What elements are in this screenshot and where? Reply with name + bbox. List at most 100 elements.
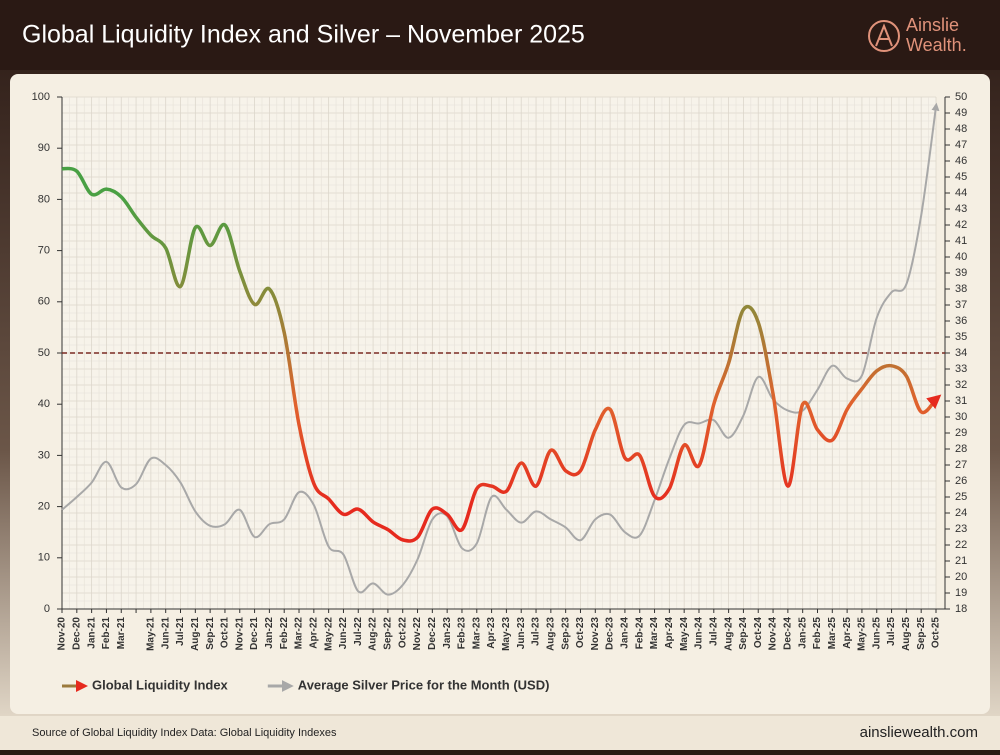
y2-tick-label: 28 <box>955 443 967 455</box>
source: Source of Global Liquidity Index Data: G… <box>32 727 337 739</box>
y2-tick-label: 20 <box>955 571 967 583</box>
x-tick-label: Jul-23 <box>531 617 542 646</box>
legend-label: Global Liquidity Index <box>92 677 229 692</box>
y2-tick-label: 30 <box>955 411 967 423</box>
y2-tick-label: 47 <box>955 139 967 151</box>
y-tick-label: 0 <box>44 603 50 615</box>
x-tick-label: Nov-22 <box>412 617 423 651</box>
x-tick-label: Aug-21 <box>190 617 201 651</box>
title: Global Liquidity Index and Silver – Nove… <box>22 21 585 49</box>
x-tick-label: May-23 <box>501 617 512 651</box>
logo-icon <box>868 20 900 52</box>
x-tick-label: May-25 <box>857 617 868 651</box>
x-tick-label: Jan-24 <box>620 617 631 649</box>
y2-tick-label: 23 <box>955 523 967 535</box>
x-tick-label: Aug-23 <box>545 617 556 651</box>
x-tick-label: Jul-25 <box>886 617 897 646</box>
x-tick-label: Aug-24 <box>723 617 734 651</box>
y2-tick-label: 34 <box>955 347 967 359</box>
y2-tick-label: 49 <box>955 107 967 119</box>
y2-tick-label: 48 <box>955 123 967 135</box>
x-tick-label: Feb-21 <box>101 617 112 650</box>
y2-tick-label: 35 <box>955 331 967 343</box>
x-tick-label: May-24 <box>679 617 690 651</box>
footer <box>0 716 1000 750</box>
y-tick-label: 20 <box>38 501 50 513</box>
y-tick-label: 10 <box>38 552 50 564</box>
x-tick-label: Jun-23 <box>516 617 527 650</box>
y2-tick-label: 39 <box>955 267 967 279</box>
x-tick-label: Jun-24 <box>694 617 705 650</box>
x-tick-label: Aug-25 <box>901 617 912 651</box>
x-tick-label: Jul-21 <box>175 617 186 646</box>
x-tick-label: Apr-22 <box>308 617 319 649</box>
x-tick-label: Sep-22 <box>383 617 394 650</box>
x-tick-label: Mar-23 <box>471 617 482 650</box>
y2-tick-label: 32 <box>955 379 967 391</box>
x-tick-label: Apr-23 <box>486 617 497 649</box>
brand: Ainslie <box>906 15 959 35</box>
y2-tick-label: 44 <box>955 187 967 199</box>
y2-tick-label: 43 <box>955 203 967 215</box>
y2-tick-label: 33 <box>955 363 967 375</box>
x-tick-label: Jan-21 <box>86 617 97 649</box>
x-tick-label: Sep-23 <box>560 617 571 650</box>
y2-tick-label: 24 <box>955 507 967 519</box>
y2-tick-label: 27 <box>955 459 967 471</box>
x-tick-label: Oct-22 <box>397 617 408 649</box>
x-tick-label: Jul-22 <box>353 617 364 646</box>
x-tick-label: Oct-23 <box>575 617 586 649</box>
y2-tick-label: 21 <box>955 555 967 567</box>
x-tick-label: Sep-25 <box>916 617 927 650</box>
x-tick-label: Jan-23 <box>442 617 453 649</box>
x-tick-label: Jun-21 <box>160 617 171 650</box>
x-tick-label: Jun-25 <box>871 617 882 650</box>
y-tick-label: 100 <box>32 91 50 103</box>
website: ainsliewealth.com <box>860 724 978 741</box>
y2-tick-label: 22 <box>955 539 967 551</box>
x-tick-label: Dec-22 <box>427 617 438 650</box>
x-tick-label: Dec-24 <box>783 617 794 650</box>
y2-tick-label: 38 <box>955 283 967 295</box>
y2-tick-label: 18 <box>955 603 967 615</box>
y2-tick-label: 45 <box>955 171 967 183</box>
brand: Wealth. <box>906 35 967 55</box>
series-line <box>61 102 940 596</box>
y-tick-label: 70 <box>38 245 50 257</box>
x-tick-label: Apr-25 <box>842 617 853 649</box>
x-tick-label: Nov-24 <box>768 617 779 651</box>
y2-tick-label: 46 <box>955 155 967 167</box>
series-line <box>61 166 942 543</box>
y2-tick-label: 25 <box>955 491 967 503</box>
x-tick-label: Sep-21 <box>205 617 216 650</box>
legend-label: Average Silver Price for the Month (USD) <box>298 677 550 692</box>
y2-tick-label: 50 <box>955 91 967 103</box>
x-tick-label: Nov-23 <box>590 617 601 651</box>
x-tick-label: Oct-21 <box>220 617 231 649</box>
x-tick-label: Mar-25 <box>827 617 838 650</box>
x-tick-label: Oct-25 <box>931 617 942 649</box>
x-tick-label: Feb-25 <box>812 617 823 650</box>
x-tick-label: Jun-22 <box>338 617 349 650</box>
plot: 0 10 20 30 40 50 60 70 80 90 100 18 19 20 21 22 23 24 25 26… <box>32 91 968 651</box>
x-tick-label: Mar-22 <box>294 617 305 650</box>
x-tick-label: Dec-23 <box>605 617 616 650</box>
y-tick-label: 50 <box>38 347 50 359</box>
x-tick-label: Jan-25 <box>797 617 808 649</box>
logo-mark <box>875 23 893 47</box>
x-tick-label: Sep-24 <box>738 617 749 650</box>
x-tick-label: Feb-22 <box>279 617 290 650</box>
x-tick-label: Dec-20 <box>71 617 82 650</box>
y2-tick-label: 29 <box>955 427 967 439</box>
x-tick-label: Aug-22 <box>368 617 379 651</box>
y2-tick-label: 19 <box>955 587 967 599</box>
x-tick-label: Feb-24 <box>634 617 645 650</box>
y2-tick-label: 42 <box>955 219 967 231</box>
y-tick-label: 40 <box>38 398 50 410</box>
x-tick-label: Jan-22 <box>264 617 275 649</box>
header <box>0 0 1000 70</box>
y-tick-label: 80 <box>38 193 50 205</box>
x-tick-label: Nov-20 <box>57 617 68 651</box>
y-tick-label: 30 <box>38 449 50 461</box>
